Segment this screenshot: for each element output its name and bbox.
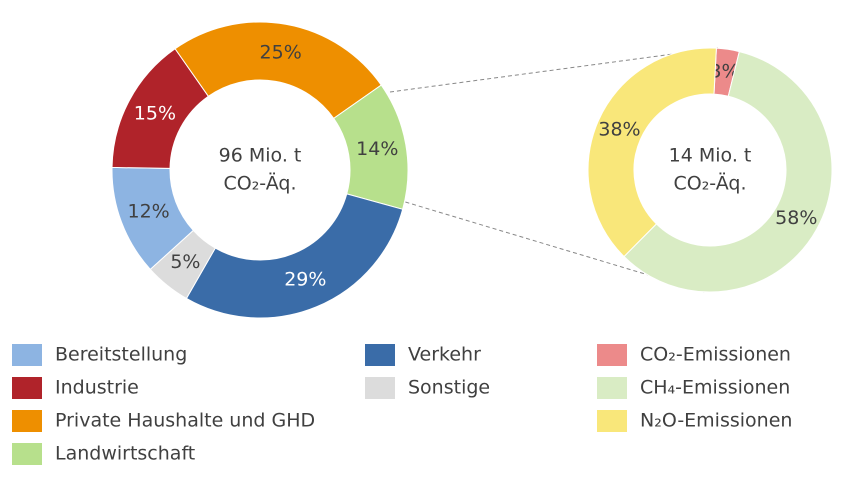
legend-label: CH₄-Emissionen bbox=[640, 377, 790, 399]
legend-swatch bbox=[12, 377, 42, 399]
pie-slice bbox=[623, 50, 833, 293]
legend-swatch bbox=[365, 344, 395, 366]
pie-slice bbox=[149, 229, 216, 300]
data-label: 3% bbox=[709, 61, 739, 83]
center-label: 14 Mio. t bbox=[669, 145, 752, 167]
legend-label: Sonstige bbox=[408, 377, 490, 399]
connector-line bbox=[389, 47, 719, 93]
connector-line bbox=[391, 197, 706, 293]
data-label: 58% bbox=[775, 207, 817, 229]
data-label: 38% bbox=[598, 118, 640, 140]
data-label: 29% bbox=[284, 269, 326, 291]
legend-label: CO₂-Emissionen bbox=[640, 344, 791, 366]
legend-swatch bbox=[597, 377, 627, 399]
pie-slice bbox=[587, 47, 717, 258]
pie-slice bbox=[174, 21, 382, 120]
pie-slice bbox=[185, 193, 404, 319]
legend-label: Landwirtschaft bbox=[55, 443, 195, 465]
legend-swatch bbox=[365, 377, 395, 399]
center-label: CO₂-Äq. bbox=[673, 172, 746, 195]
center-label: 96 Mio. t bbox=[219, 145, 302, 167]
data-label: 14% bbox=[356, 138, 398, 160]
legend-label: N₂O-Emissionen bbox=[640, 410, 792, 432]
legend-label: Private Haushalte und GHD bbox=[55, 410, 315, 432]
legend-label: Industrie bbox=[55, 377, 139, 399]
legend-swatch bbox=[12, 344, 42, 366]
center-label: CO₂-Äq. bbox=[223, 172, 296, 195]
legend-label: Verkehr bbox=[408, 344, 481, 366]
legend-swatch bbox=[12, 410, 42, 432]
legend-swatch bbox=[597, 344, 627, 366]
data-label: 5% bbox=[170, 251, 200, 273]
data-label: 25% bbox=[260, 41, 302, 63]
data-label: 15% bbox=[134, 103, 176, 125]
legend-swatch bbox=[597, 410, 627, 432]
legend-label: Bereitstellung bbox=[55, 344, 187, 366]
legend-swatch bbox=[12, 443, 42, 465]
data-label: 12% bbox=[127, 200, 169, 222]
